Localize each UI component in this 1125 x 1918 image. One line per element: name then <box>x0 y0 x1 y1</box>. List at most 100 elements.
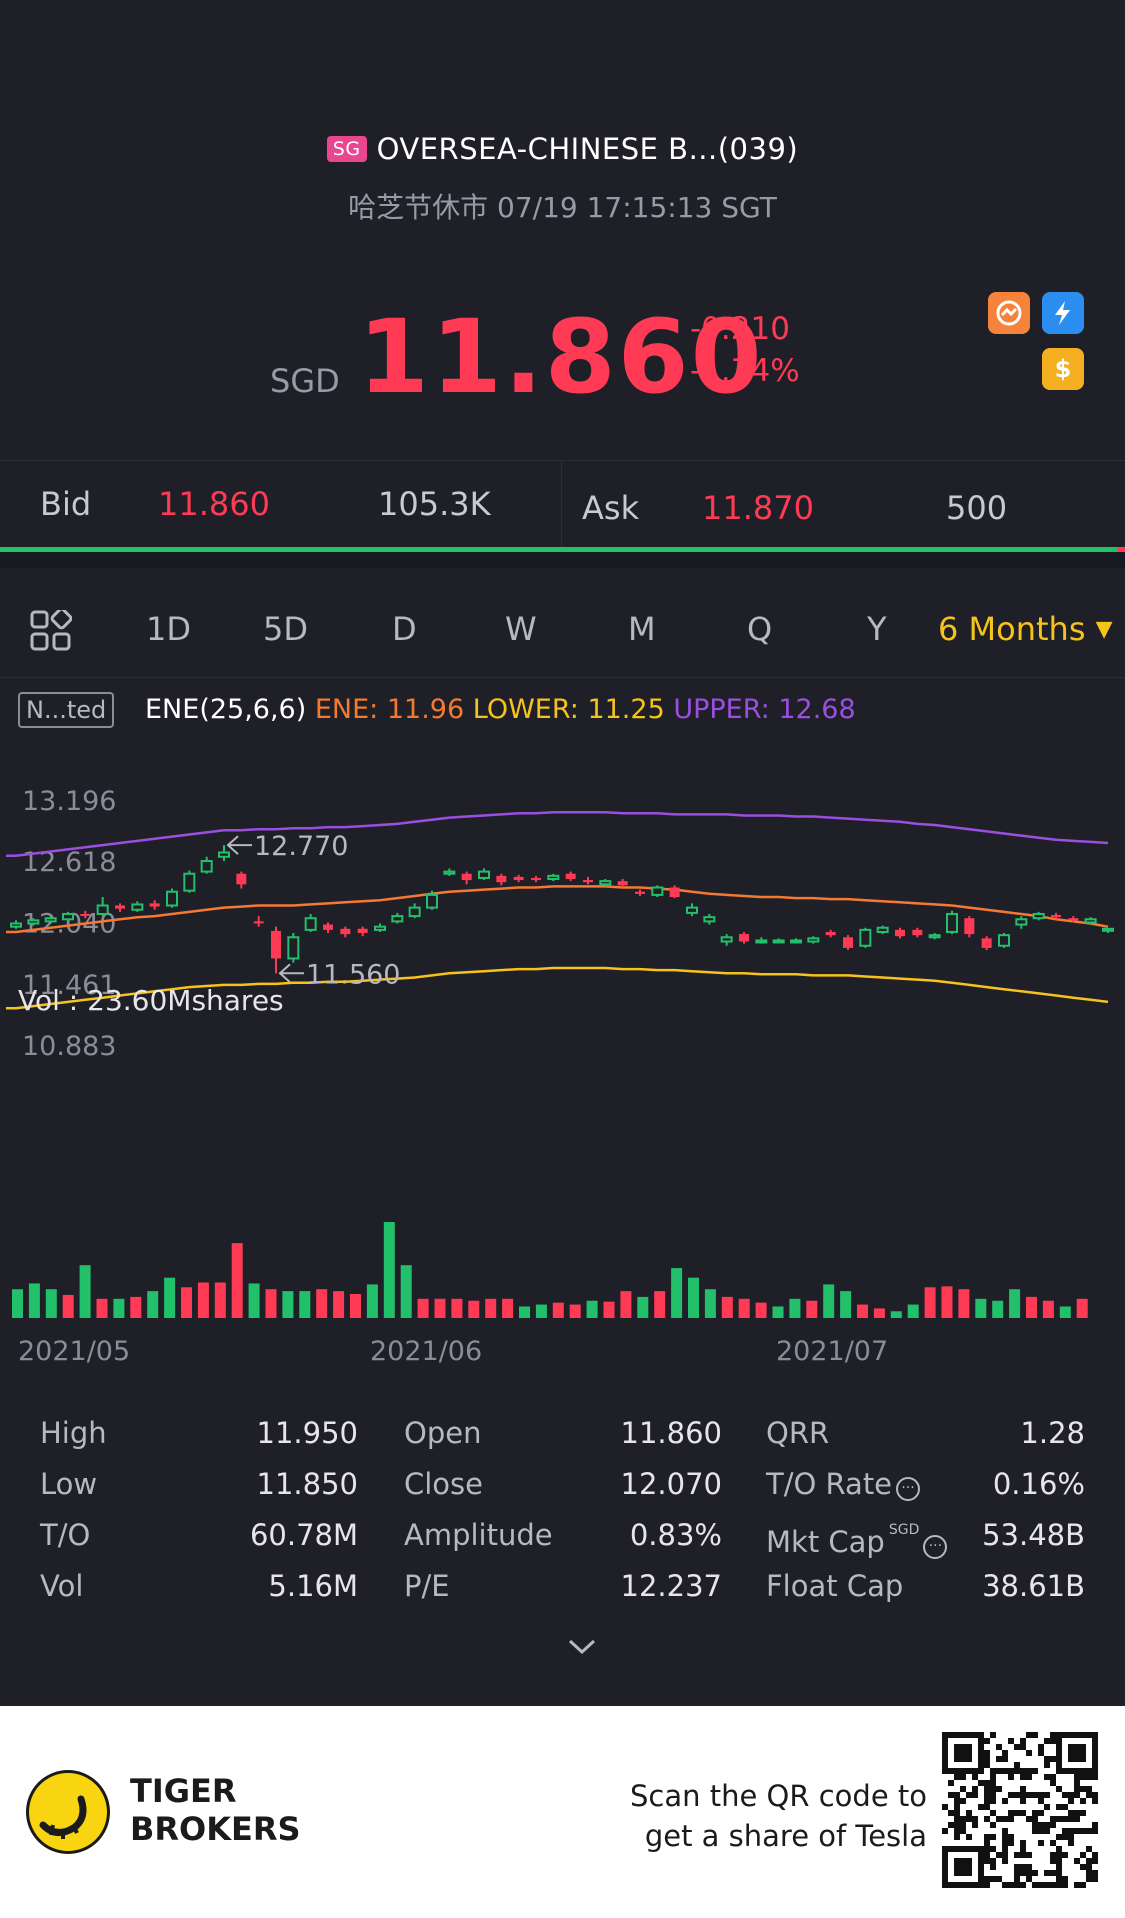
volume-bar <box>907 1304 919 1318</box>
ask-volume: 500 <box>946 489 1008 527</box>
candle <box>80 910 91 919</box>
high-annotation: 12.770 <box>226 831 348 862</box>
volume-bar <box>434 1298 446 1318</box>
change-amount: -0.210 <box>690 311 790 347</box>
price-change: -0.210 -1.74% <box>690 308 800 392</box>
bid-price: 11.860 <box>158 485 270 523</box>
volume-bar <box>214 1282 226 1318</box>
stat-pe-label: P/E <box>404 1569 450 1603</box>
volume-bar <box>316 1289 328 1318</box>
ask-label: Ask <box>582 489 640 527</box>
volume-bar <box>941 1286 953 1318</box>
volume-bar <box>265 1289 277 1318</box>
volume-bar <box>688 1277 699 1318</box>
chevron-down-icon[interactable] <box>566 1635 598 1659</box>
grid-layout-icon[interactable] <box>30 610 72 652</box>
tiger-logo-icon <box>26 1770 110 1854</box>
bid-ask-panel[interactable]: Bid 11.860 105.3K Ask 11.870 500 <box>0 460 1125 553</box>
volume-bar <box>113 1298 125 1318</box>
stats-grid: High 11.950 Low 11.850 T/O 60.78M Vol 5.… <box>0 1410 1125 1690</box>
tab-w[interactable]: W <box>505 610 537 648</box>
lightning-level1-icon[interactable] <box>1042 292 1084 334</box>
candle <box>790 938 802 944</box>
market-status: 哈芝节休市 07/19 17:15:13 SGT <box>348 191 777 224</box>
volume-bar <box>485 1298 497 1318</box>
stat-open-label: Open <box>404 1416 482 1450</box>
ene-line <box>6 885 1109 934</box>
candle <box>478 868 490 881</box>
low-annotation: 11.560 <box>278 959 400 990</box>
candle <box>998 933 1010 948</box>
candle <box>895 927 905 939</box>
promo-footer: TIGER BROKERS Scan the QR code to get a … <box>0 1706 1125 1918</box>
dollar-coin-icon[interactable]: $ <box>1042 348 1084 390</box>
candle <box>304 913 317 932</box>
brand-line-2: BROKERS <box>130 1810 301 1848</box>
candle <box>115 903 125 912</box>
volume-bar <box>350 1294 361 1318</box>
last-price: 11.860 <box>358 298 764 417</box>
volume-bar <box>1009 1289 1021 1318</box>
candle <box>131 901 144 912</box>
market-badge: SG <box>326 136 367 162</box>
candle <box>443 868 456 876</box>
volume-bar <box>890 1311 902 1318</box>
stat-open-value: 11.860 <box>620 1416 722 1450</box>
candle <box>946 910 958 935</box>
volume-bar <box>772 1306 784 1318</box>
tab-d[interactable]: D <box>392 610 417 648</box>
volume-bar <box>366 1284 378 1318</box>
volume-bar <box>789 1298 801 1318</box>
stat-high-label: High <box>40 1416 107 1450</box>
bid-ask-ratio-bar <box>0 547 1125 553</box>
volume-bar <box>552 1302 564 1318</box>
tab-6-months-label: 6 Months <box>938 610 1086 648</box>
candle <box>374 923 386 932</box>
candle <box>200 856 213 874</box>
tab-1d[interactable]: 1D <box>146 610 191 648</box>
stat-to-rate-value: 0.16% <box>992 1467 1085 1501</box>
indicator-selector[interactable]: N...ted <box>18 692 115 728</box>
tab-m[interactable]: M <box>628 610 656 648</box>
tab-5d[interactable]: 5D <box>263 610 308 648</box>
stat-low-label: Low <box>40 1467 98 1501</box>
volume-bar <box>400 1265 412 1318</box>
currency-label: SGD <box>270 362 340 400</box>
volume-bar <box>1042 1300 1054 1318</box>
candle <box>166 888 178 908</box>
tab-q[interactable]: Q <box>747 610 773 648</box>
candle <box>236 871 247 889</box>
stat-float-cap-label: Float Cap <box>766 1569 904 1603</box>
brand-line-1: TIGER <box>130 1772 237 1810</box>
volume-bar <box>671 1268 683 1318</box>
candle <box>1084 917 1097 925</box>
candle <box>496 873 507 886</box>
info-icon[interactable]: ··· <box>923 1535 948 1559</box>
candle <box>617 879 628 888</box>
indicator-values: ENE(25,6,6) ENE: 11.96 LOWER: 11.25 UPPE… <box>145 694 856 725</box>
candle <box>340 926 351 938</box>
tab-y[interactable]: Y <box>867 610 887 648</box>
stat-close-label: Close <box>404 1467 483 1501</box>
info-icon[interactable]: ··· <box>896 1477 921 1501</box>
volume-bar <box>197 1282 209 1318</box>
candle <box>825 929 836 938</box>
volume-bar <box>586 1300 598 1318</box>
stock-title-row[interactable]: SG OVERSEA-CHINESE B...(039) <box>0 132 1125 166</box>
upper-band-line <box>6 811 1109 857</box>
orange-circle-icon[interactable] <box>988 292 1030 334</box>
qr-code-icon[interactable] <box>942 1732 1098 1888</box>
candle <box>62 911 74 922</box>
candle <box>772 938 785 944</box>
stat-mkt-cap[interactable]: Mkt Cap SGD··· <box>766 1522 948 1559</box>
y-tick-label: 11.461 <box>22 970 116 1001</box>
tab-6-months[interactable]: 6 Months ▼ <box>938 610 1113 648</box>
bid-label: Bid <box>40 485 92 523</box>
stat-to-rate-label: T/O Rate <box>766 1467 893 1501</box>
stat-to-rate[interactable]: T/O Rate ··· <box>766 1467 921 1501</box>
volume-bar <box>823 1284 835 1318</box>
volume-bar <box>975 1298 987 1318</box>
volume-bar <box>704 1289 716 1318</box>
volume-bar <box>992 1300 1004 1318</box>
